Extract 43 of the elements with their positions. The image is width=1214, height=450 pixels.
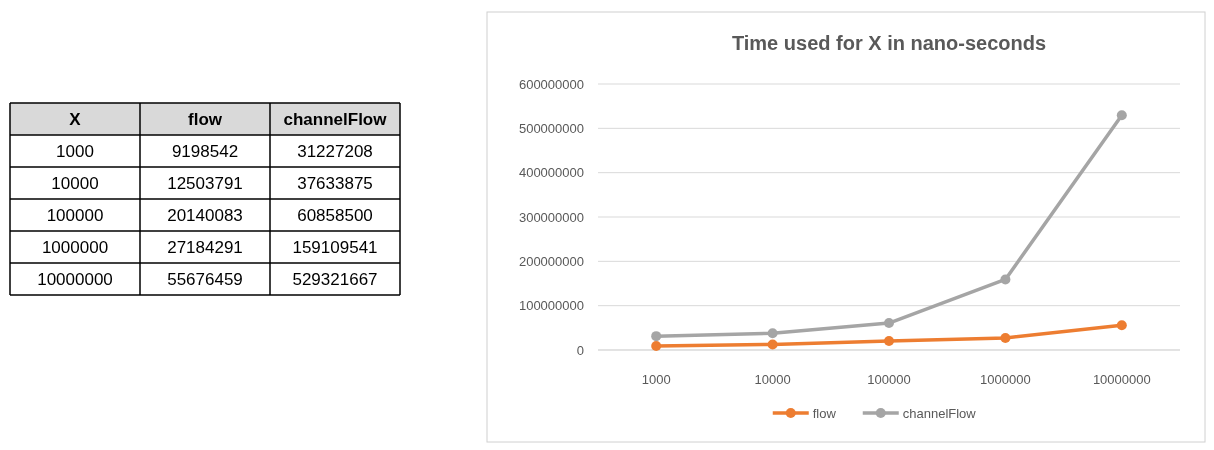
y-tick-label: 300000000	[518, 209, 584, 225]
point	[651, 340, 662, 351]
point	[1000, 332, 1011, 343]
data-label: 159109541	[292, 238, 378, 257]
x-tick-label: 1000000	[980, 372, 1031, 387]
text: X	[69, 110, 82, 129]
y-tick-label: 600000000	[518, 76, 584, 92]
data-label: 37633875	[297, 174, 373, 193]
y-tick-label: 200000000	[518, 253, 584, 269]
y-tick-label: 400000000	[518, 165, 584, 181]
y-tick-label: 500000000	[518, 120, 584, 136]
data-label: 9198542	[171, 142, 239, 161]
x-tick-label: 100000	[867, 372, 911, 387]
data-label: 20140083	[167, 206, 243, 225]
text: channelFlow	[283, 110, 388, 129]
category-label: 10000000	[37, 270, 113, 289]
point	[767, 328, 778, 339]
text: flow	[188, 110, 223, 129]
x-tick-label: 10000	[754, 372, 791, 387]
point	[1000, 274, 1011, 285]
data-label: 60858500	[297, 206, 373, 225]
data-label: 529321667	[292, 270, 378, 289]
point	[651, 331, 662, 342]
point	[767, 339, 778, 350]
x-tick-label: 1000	[641, 372, 671, 387]
point	[884, 318, 894, 329]
category-label: 100000	[46, 206, 104, 225]
data-label: 31227208	[297, 142, 373, 161]
data-label: 12503791	[167, 174, 243, 193]
chart-title: Time used for X in nano-seconds	[731, 32, 1047, 54]
category-label: 10000	[51, 174, 99, 193]
category-label: 1000000	[41, 238, 109, 257]
point	[1116, 110, 1127, 121]
legend-label: flow	[812, 406, 837, 421]
legend-label: channelFlow	[902, 406, 977, 421]
y-tick-label: 100000000	[518, 298, 584, 314]
data-label: 27184291	[167, 238, 243, 257]
y-tick-label: 0	[576, 342, 584, 358]
data-label: 55676459	[167, 270, 243, 289]
point	[1116, 320, 1127, 331]
x-tick-label: 10000000	[1092, 372, 1151, 387]
category-label: 1000	[56, 142, 94, 161]
point	[884, 336, 894, 347]
